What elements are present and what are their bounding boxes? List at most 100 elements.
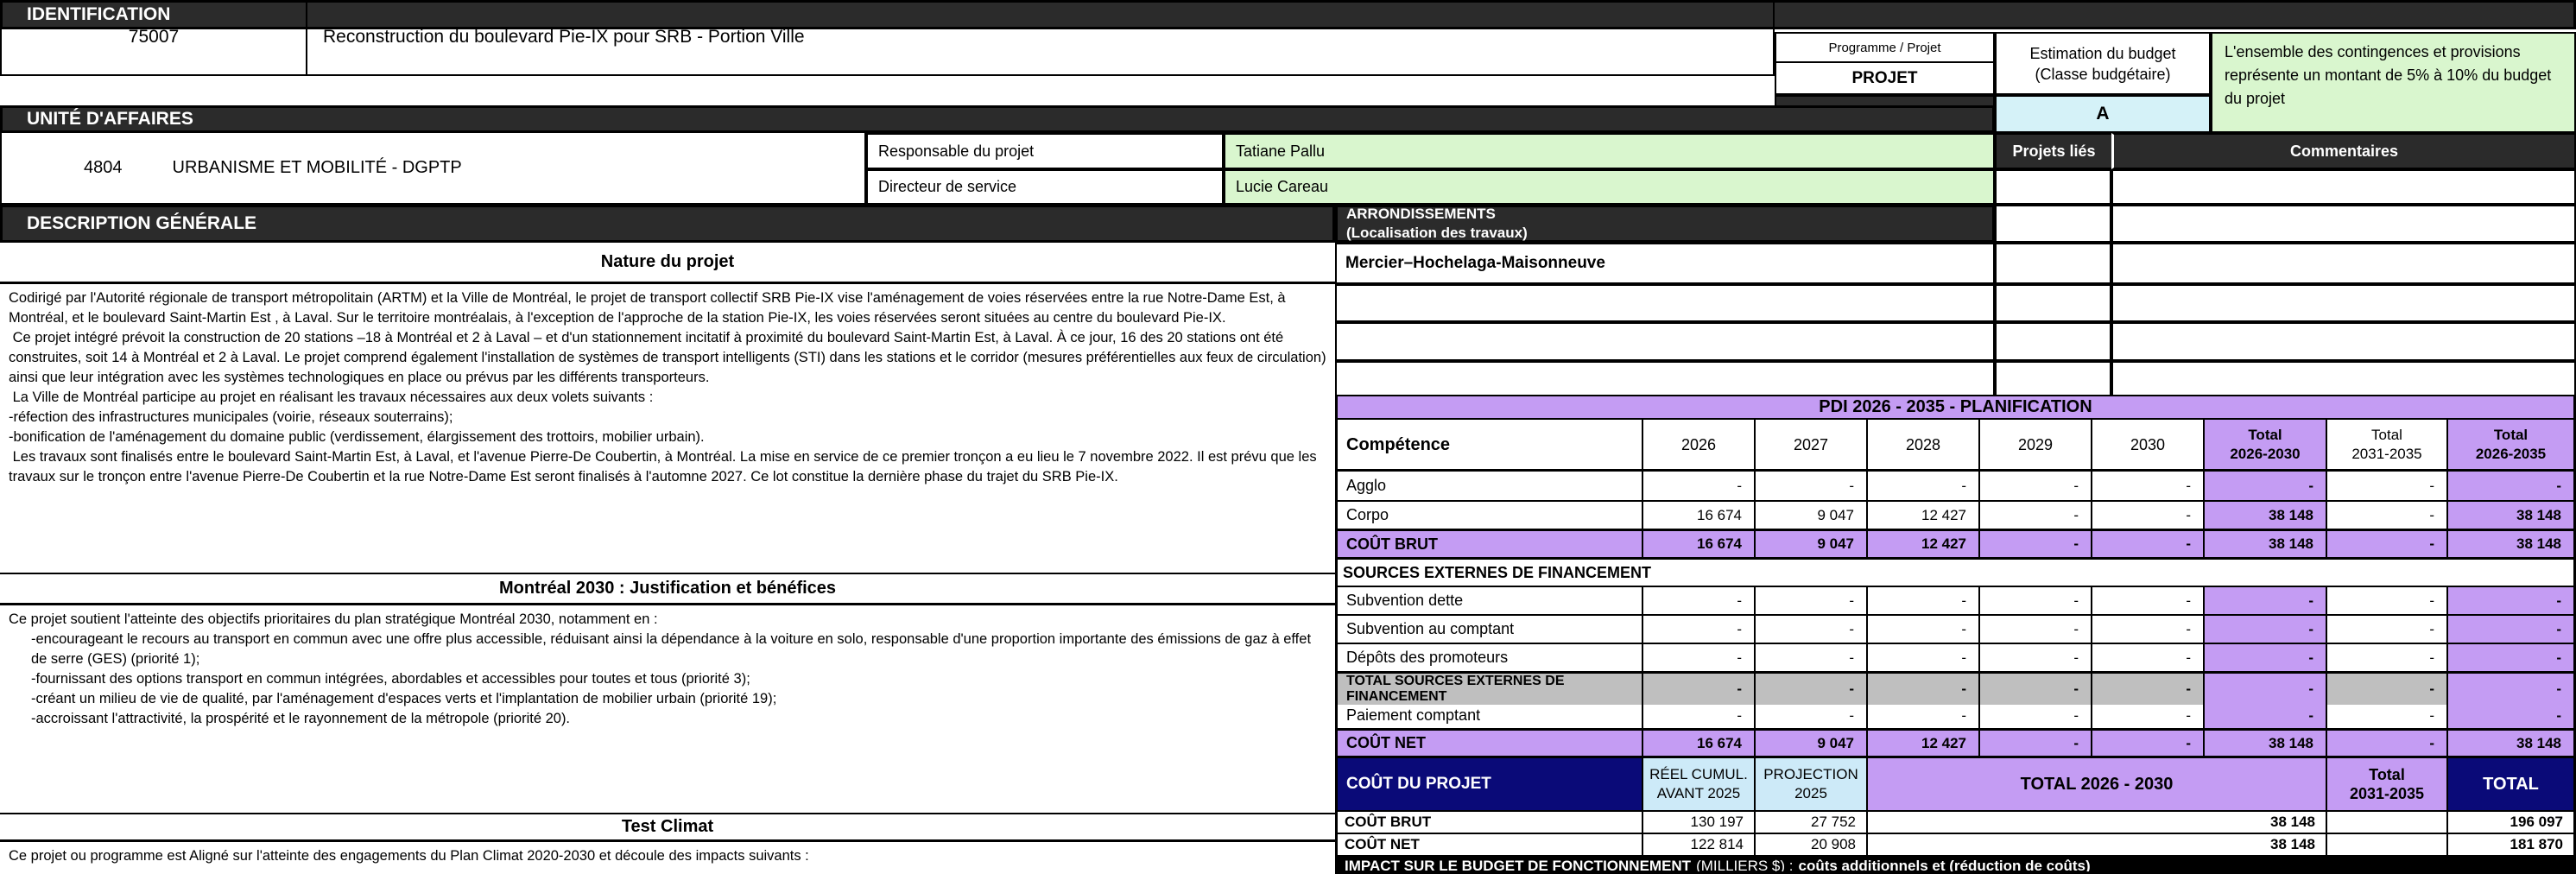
text-line: Codirigé par l'Autorité régionale de tra… [9, 290, 1290, 326]
responsable-value: Tatiane Pallu [1236, 142, 1326, 160]
pdi-value-cell: - [2448, 674, 2573, 705]
pdi-value-cell: - [2092, 674, 2205, 705]
pdi-value-cell: - [2327, 644, 2448, 671]
projets-lies-cell[interactable] [1995, 243, 2111, 284]
budget-class-label-cell: Estimation du budget (Classe budgétaire) [1995, 32, 2211, 95]
commentaires-cell[interactable] [2111, 361, 2576, 396]
projets-lies-header: Projets liés [1995, 133, 2111, 169]
projection-value: 20 908 [1756, 834, 1868, 855]
programme-projet-value: PROJET [1851, 68, 1918, 87]
pdi-value-cell: - [2205, 587, 2327, 614]
pdi-row: Dépôts des promoteurs - - - - - - - - [1338, 643, 2573, 671]
reel-cumul-value: 122 814 [1643, 834, 1756, 855]
text-line: Ce projet ou programme est Aligné sur l'… [9, 848, 809, 864]
total-header: TOTAL [2448, 758, 2573, 810]
project-id-cell: 75007 [0, 0, 307, 76]
projets-lies-cell[interactable] [1995, 322, 2111, 361]
arrondissement-value-cell[interactable] [1335, 361, 1995, 396]
pdi-value-cell: - [1756, 587, 1868, 614]
pdi-value-cell: - [2327, 502, 2448, 529]
text-line: -réfection des infrastructures municipal… [9, 409, 453, 425]
impact-budget-bar: IMPACT SUR LE BUDGET DE FONCTIONNEMENT (… [1338, 857, 2573, 871]
pdi-value-cell: 38 148 [2448, 502, 2573, 529]
arrondissement-value-cell[interactable] [1335, 322, 1995, 361]
projets-lies-cell[interactable] [1995, 284, 2111, 322]
pdi-column-header: 2028 [1868, 420, 1980, 469]
pdi-value-cell: - [2205, 616, 2327, 643]
row-label: Dépôts des promoteurs [1338, 644, 1643, 671]
total-2031-2035-value [2327, 834, 2448, 855]
pdi-value-cell: 12 427 [1868, 502, 1980, 529]
commentaires-cell[interactable] [2111, 322, 2576, 361]
pdi-row: Corpo 16 674 9 047 12 427- -38 148-38 148 [1338, 500, 2573, 529]
text-line: La Ville de Montréal participe au projet… [9, 390, 654, 405]
pdi-value-cell: - [2327, 472, 2448, 500]
pdi-value-cell: - [1980, 587, 2092, 614]
pdi-value-cell: - [1643, 644, 1756, 671]
commentaires-cell[interactable] [2111, 284, 2576, 322]
projets-lies-cell[interactable] [1995, 205, 2111, 243]
pdi-row: Paiement comptant - - - - - - - - [1338, 701, 2573, 728]
total-2026-2030-header: TOTAL 2026 - 2030 [1868, 758, 2327, 810]
budget-class-label: Estimation du budget (Classe budgétaire) [2029, 44, 2176, 83]
pdi-value-cell: - [2448, 587, 2573, 614]
pdi-rows: Agglo - - - - - - - - Corpo 16 674 9 047 12 427- -38 … [1338, 472, 2573, 756]
pdi-value-cell: 38 148 [2205, 731, 2327, 756]
projection-value: 27 752 [1756, 812, 1868, 833]
pdi-row: TOTAL SOURCES EXTERNES DE FINANCEMENT - - -… [1338, 671, 2573, 705]
pdi-value-cell: - [1868, 472, 1980, 500]
pdi-value-cell: - [2327, 531, 2448, 557]
text-line: Ce projet intégré prévoit la constructio… [9, 330, 1331, 385]
pdi-value-cell: - [1868, 703, 1980, 728]
pdi-row: COÛT NET 16 674 9 047 12 427- -38 148-38 148 [1338, 728, 2573, 756]
arrondissement-value-cell[interactable]: Mercier–Hochelaga-Maisonneuve [1335, 243, 1995, 284]
cout-du-projet-header: COÛT DU PROJET RÉEL CUMUL. AVANT 2025 PR… [1338, 756, 2573, 812]
arrondissement-value-cell[interactable] [1335, 284, 1995, 322]
pdi-planification-panel: PDI 2026 - 2035 - PLANIFICATION Compéten… [1335, 396, 2576, 874]
unite-affaires-title: UNITÉ D'AFFAIRES [27, 109, 193, 129]
pdi-value-cell: 38 148 [2205, 531, 2327, 557]
pdi-column-header: 2030 [2092, 420, 2205, 469]
pdi-value-cell: - [1980, 731, 2092, 756]
pdi-value-cell: - [2448, 616, 2573, 643]
reel-cumul-header: RÉEL CUMUL. AVANT 2025 [1643, 758, 1756, 810]
test-climat-text: Ce projet ou programme est Aligné sur l'… [0, 842, 1335, 874]
text-line: Les travaux sont finalisés entre le boul… [9, 449, 1321, 484]
unite-affaires-section-header: UNITÉ D'AFFAIRES [0, 105, 1995, 133]
montreal-text: Ce projet soutient l'atteinte des object… [0, 605, 1335, 813]
projets-lies-cell[interactable] [1995, 169, 2111, 205]
pdi-value-cell: - [1868, 616, 1980, 643]
directeur-value-cell[interactable]: Lucie Careau [1224, 169, 1995, 205]
pdi-row: COÛT BRUT 16 674 9 047 12 427- -38 148-38 14… [1338, 529, 2573, 557]
pdi-value-cell: 38 148 [2448, 531, 2573, 557]
pdi-value-cell: - [2205, 472, 2327, 500]
programme-projet-box: Programme / Projet PROJET [1775, 32, 1995, 95]
pdi-value-cell: 9 047 [1756, 531, 1868, 557]
row-label: Subvention au comptant [1338, 616, 1643, 643]
commentaires-cell[interactable] [2111, 243, 2576, 284]
responsable-value-cell[interactable]: Tatiane Pallu [1224, 133, 1995, 169]
commentaires-cell[interactable] [2111, 205, 2576, 243]
pdi-value-cell: 9 047 [1756, 502, 1868, 529]
identification-title: IDENTIFICATION [27, 4, 171, 24]
row-label: Subvention dette [1338, 587, 1643, 614]
pdi-column-header: 2029 [1980, 420, 2092, 469]
pdi-value-cell: - [1643, 703, 1756, 728]
pdi-value-cell: - [2092, 531, 2205, 557]
budget-class-value: A [2096, 104, 2110, 124]
row-label: TOTAL SOURCES EXTERNES DE FINANCEMENT [1338, 674, 1643, 705]
pdi-value-cell: - [1643, 674, 1756, 705]
cout-brut-projet-row: COÛT BRUT 130 197 27 752 38 148 196 097 [1338, 812, 2573, 834]
pdi-value-cell: - [2092, 703, 2205, 728]
pdi-value-cell: - [1980, 531, 2092, 557]
pdi-value-cell: - [2092, 644, 2205, 671]
pdi-value-cell: - [1756, 472, 1868, 500]
pdi-value-cell: - [1980, 502, 2092, 529]
pdi-title-bar: PDI 2026 - 2035 - PLANIFICATION [1338, 396, 2573, 420]
projets-lies-cell[interactable] [1995, 361, 2111, 396]
commentaires-cell[interactable] [2111, 169, 2576, 205]
budget-class-value-cell[interactable]: A [1995, 95, 2211, 133]
responsable-label-cell: Responsable du projet [866, 133, 1224, 169]
pdi-value-cell: - [1643, 587, 1756, 614]
